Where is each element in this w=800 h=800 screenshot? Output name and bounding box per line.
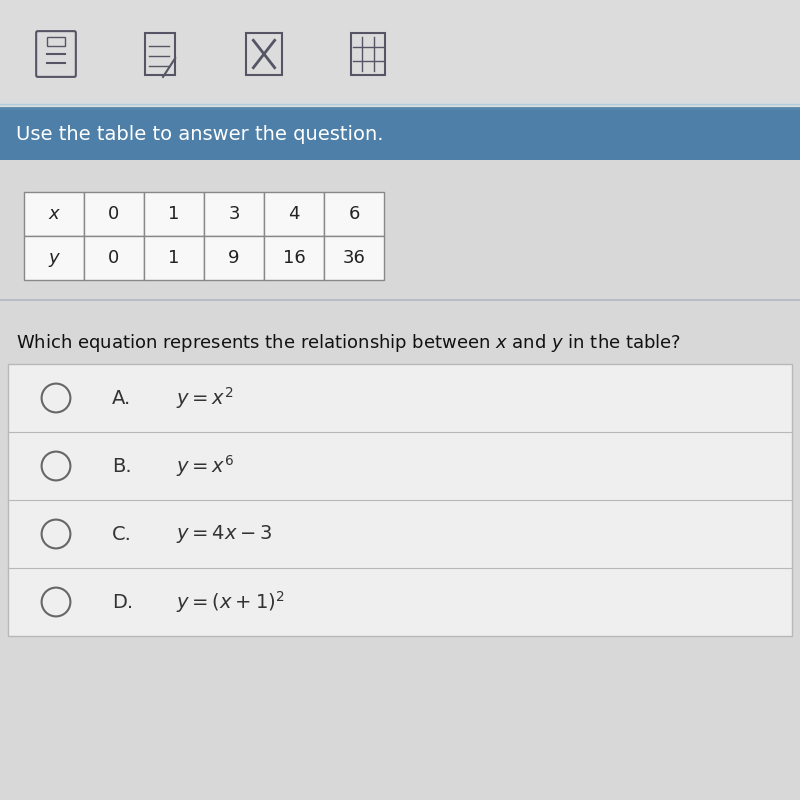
Text: D.: D. [112, 593, 133, 611]
Text: C.: C. [112, 525, 132, 543]
Text: x: x [49, 205, 59, 223]
Bar [8, 364, 792, 636]
Text: Use the table to answer the question.: Use the table to answer the question. [16, 125, 383, 143]
Text: Which equation represents the relationship between $x$ and $y$ in the table?: Which equation represents the relationsh… [16, 332, 681, 354]
Bar [264, 236, 324, 280]
Text: 6: 6 [348, 205, 360, 223]
Bar [246, 33, 282, 75]
Bar [204, 236, 264, 280]
Text: 9: 9 [228, 249, 240, 267]
Bar [144, 192, 204, 236]
Text: 1: 1 [168, 249, 180, 267]
Bar [145, 34, 175, 75]
Bar [144, 236, 204, 280]
Text: A.: A. [112, 389, 131, 407]
Text: y: y [49, 249, 59, 267]
Bar [0, 108, 800, 160]
Bar [24, 236, 84, 280]
Bar [24, 192, 84, 236]
Text: $y = x^6$: $y = x^6$ [176, 453, 234, 479]
Text: $y = (x+1)^2$: $y = (x+1)^2$ [176, 589, 285, 615]
Text: B.: B. [112, 457, 132, 475]
Text: $y = 4x - 3$: $y = 4x - 3$ [176, 523, 273, 545]
Bar [351, 34, 385, 75]
Bar [324, 236, 384, 280]
Text: $y = x^2$: $y = x^2$ [176, 385, 234, 411]
Bar [84, 192, 144, 236]
Bar [0, 0, 800, 108]
Bar [324, 192, 384, 236]
Text: 0: 0 [108, 205, 120, 223]
Text: 1: 1 [168, 205, 180, 223]
Text: 16: 16 [282, 249, 306, 267]
Text: 36: 36 [342, 249, 366, 267]
Text: 4: 4 [288, 205, 300, 223]
Bar [47, 38, 65, 46]
Bar [84, 236, 144, 280]
Text: 3: 3 [228, 205, 240, 223]
Bar [204, 192, 264, 236]
Bar [264, 192, 324, 236]
Text: 0: 0 [108, 249, 120, 267]
